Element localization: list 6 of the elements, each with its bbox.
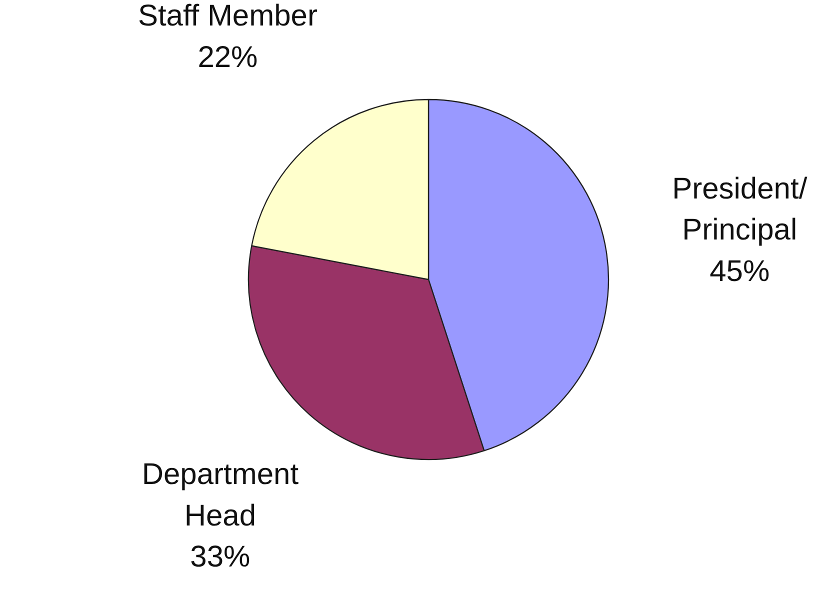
slice-label: President/ Principal [672,172,808,247]
slice-label: Department Head [142,458,300,532]
data-label: 22% [198,40,258,74]
data-label: 33% [190,540,250,574]
slice-label: Staff Member [138,0,318,33]
data-label: 45% [710,254,770,288]
